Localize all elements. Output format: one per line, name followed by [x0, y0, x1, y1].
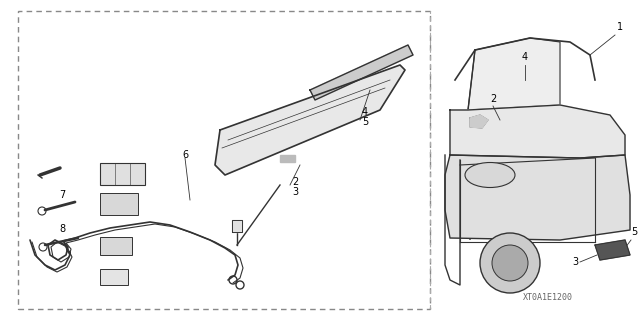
Text: 2: 2 [292, 177, 298, 187]
Text: 5: 5 [631, 227, 637, 237]
Text: 2: 2 [490, 94, 496, 104]
Text: XT0A1E1200: XT0A1E1200 [523, 293, 573, 302]
Polygon shape [445, 155, 630, 240]
Bar [100, 163, 145, 185]
Polygon shape [232, 220, 242, 232]
Text: 5: 5 [362, 117, 368, 127]
Text: 1: 1 [617, 22, 623, 32]
Text: 7: 7 [59, 190, 65, 200]
Polygon shape [310, 45, 413, 100]
Polygon shape [215, 65, 405, 175]
Circle shape [480, 233, 540, 293]
Text: 8: 8 [59, 224, 65, 234]
Text: 3: 3 [292, 187, 298, 197]
Polygon shape [595, 240, 630, 260]
Bar [100, 269, 128, 285]
Circle shape [492, 245, 528, 281]
Ellipse shape [465, 162, 515, 188]
Polygon shape [468, 38, 560, 110]
Polygon shape [280, 155, 295, 162]
Bar [100, 237, 132, 255]
Text: 6: 6 [182, 150, 188, 160]
Polygon shape [450, 105, 625, 158]
Text: 4: 4 [522, 52, 528, 62]
Bar [100, 193, 138, 215]
Text: 3: 3 [572, 257, 578, 267]
Text: 4: 4 [362, 107, 368, 117]
Polygon shape [470, 115, 488, 128]
